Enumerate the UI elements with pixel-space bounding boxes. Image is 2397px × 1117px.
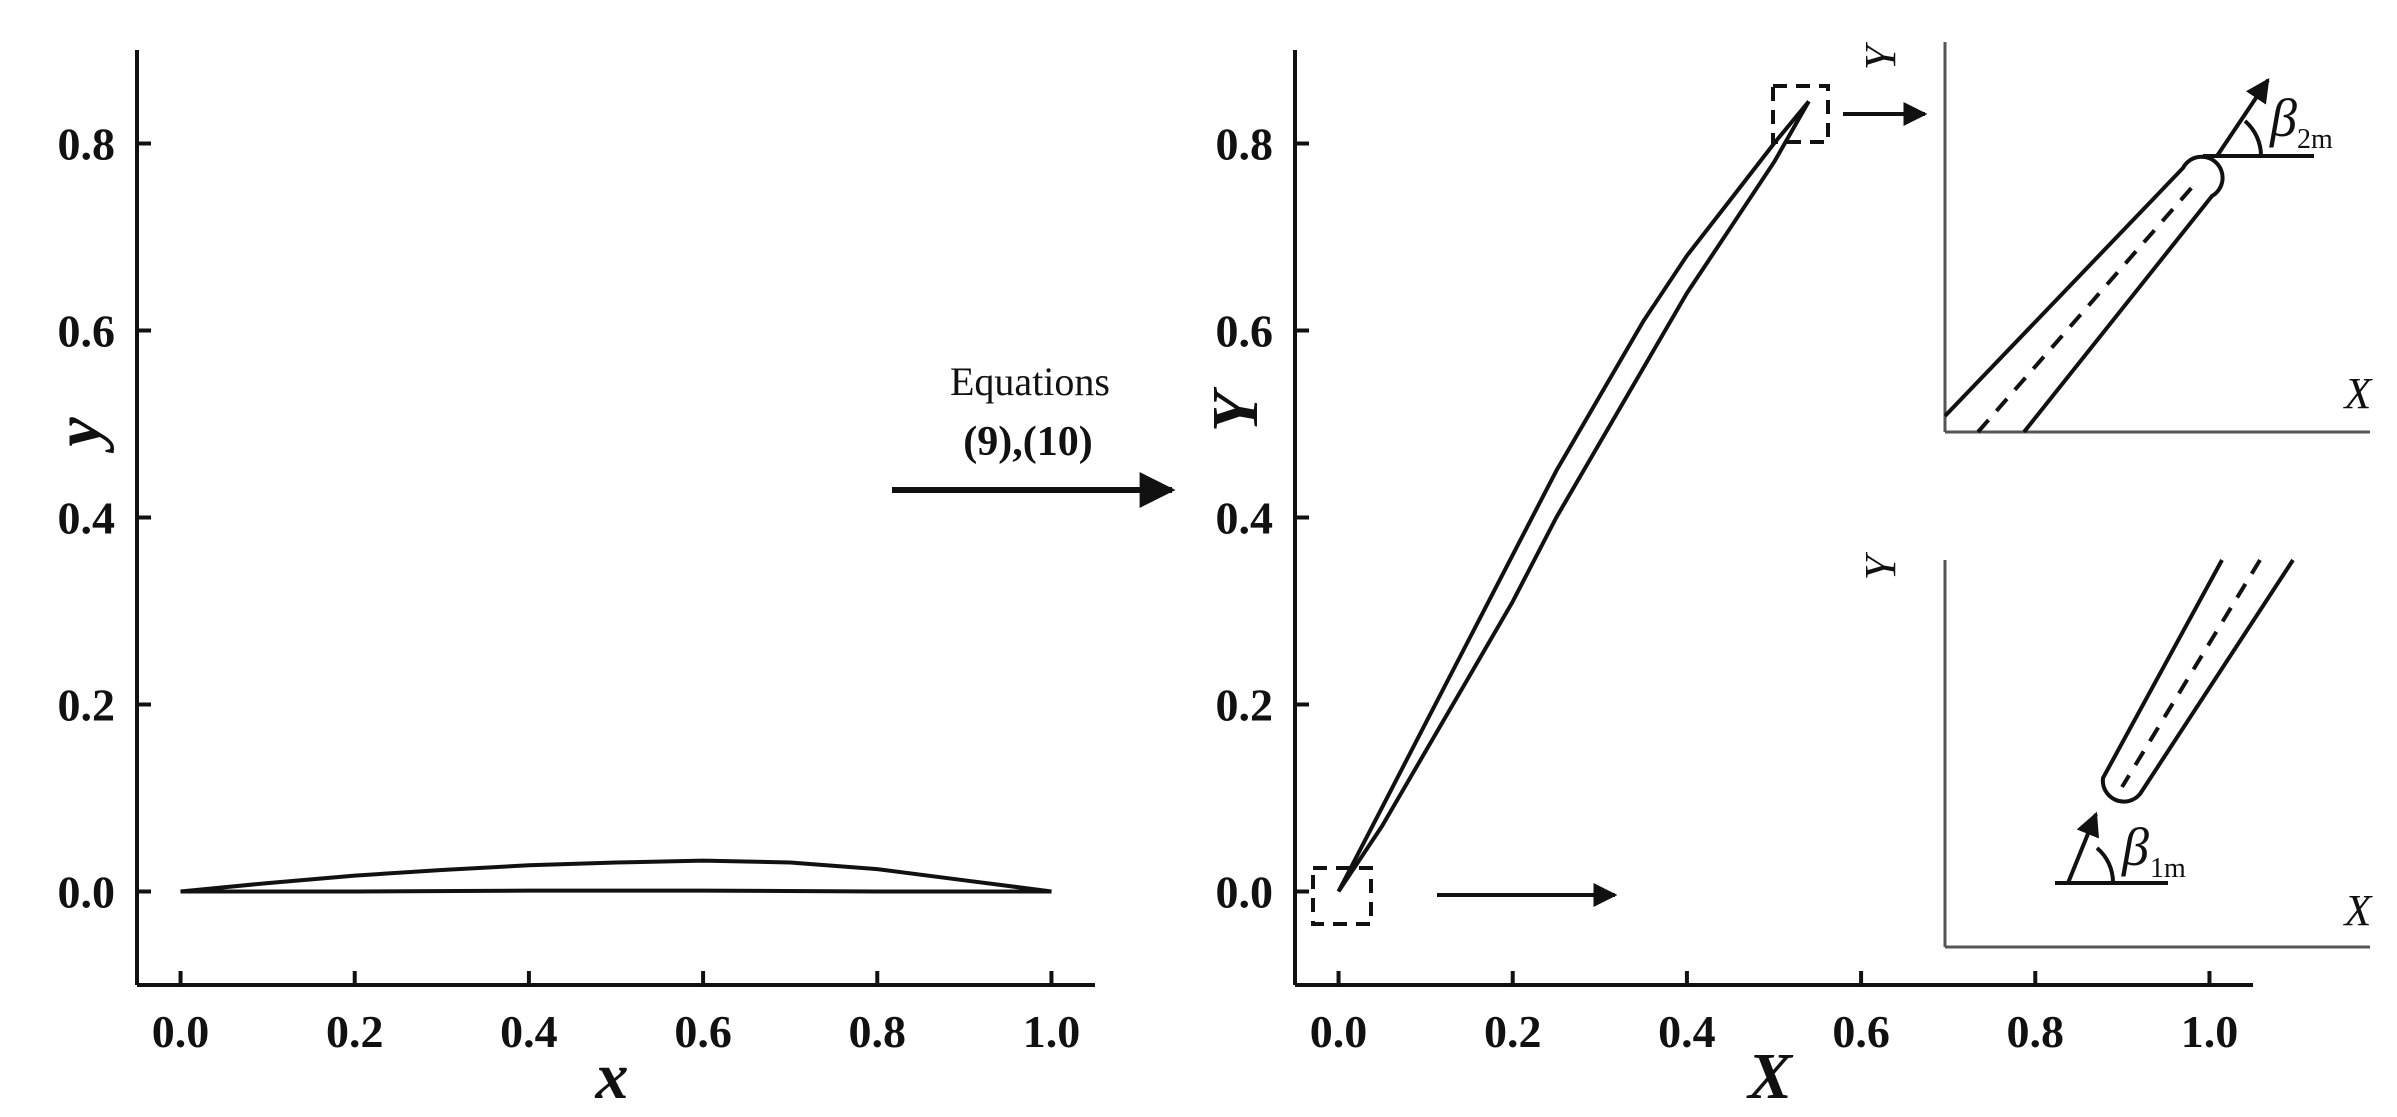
inset-bottom-camber-line [2120,558,2262,789]
transform-equations: (9),(10) [963,419,1092,465]
inset-trailing-edge: Y X β 2m [1856,41,2374,434]
right-y-tick-label: 0.4 [1216,493,1274,544]
left-y-tick-label: 0.8 [58,119,116,170]
inset-top-angle-arc [2243,119,2264,157]
transform-label: Equations [950,359,1110,404]
inset-top-camber-line [1976,183,2196,434]
left-y-tick-label: 0.0 [58,867,116,918]
inset-bottom-angle-arc [2095,846,2116,884]
inset-top-angle-subscript: 2m [2297,124,2333,155]
leading-edge-highlight-box [1311,866,1373,926]
right-y-tick-label: 0.6 [1216,306,1274,357]
left-x-tick-label: 0.4 [500,1006,558,1057]
right-series-line-1 [1336,100,1811,893]
right-y-axis-label: Y [1199,386,1272,432]
right-series-line-2 [1336,100,1811,893]
right-y-tick-label: 0.0 [1216,867,1274,918]
left-x-tick-label: 0.0 [152,1006,210,1057]
inset-bottom-blade-outline [2100,558,2295,804]
right-ticks: 0.0 0.2 0.4 0.6 0.8 1.0 0.0 0.2 0.4 0.6 0.8 [1216,119,2239,1058]
left-chart: 0.0 0.2 0.4 0.6 0.8 1.0 0.0 0.2 0.4 0.6 0.8 x y [42,50,1095,1113]
right-x-axis-label: X [1746,1040,1794,1113]
inset-bottom-angle-direction-arrow [2066,811,2099,884]
right-y-tick-label: 0.2 [1216,680,1274,731]
inset-leading-edge: Y X β 1m [1856,551,2374,949]
right-x-tick-label: 0.2 [1484,1006,1542,1057]
left-y-tick-label: 0.4 [58,493,116,544]
left-x-tick-label: 1.0 [1023,1006,1081,1057]
inset-top-angle-direction-arrow [2215,78,2270,158]
trailing-edge-highlight-box [1771,84,1830,144]
left-ticks: 0.0 0.2 0.4 0.6 0.8 1.0 0.0 0.2 0.4 0.6 0.8 [58,119,1081,1058]
left-series [180,858,1052,894]
right-x-tick-label: 0.8 [2007,1006,2065,1057]
right-x-tick-label: 0.0 [1310,1006,1368,1057]
right-chart: 0.0 0.2 0.4 0.6 0.8 1.0 0.0 0.2 0.4 0.6 0.8 X Y [1199,50,2253,1113]
inset-bottom-y-label: Y [1856,551,1905,580]
right-series [1336,100,1811,893]
left-x-tick-label: 0.6 [674,1006,732,1057]
left-x-axis-label: x [595,1040,629,1113]
right-x-tick-label: 0.4 [1658,1006,1716,1057]
right-x-tick-label: 1.0 [2181,1006,2239,1057]
left-series-line-1 [180,858,1052,894]
transform-annotation: Equations (9),(10) [892,359,1176,508]
left-y-tick-label: 0.2 [58,680,116,731]
left-series-line-2 [180,888,1052,894]
right-y-tick-label: 0.8 [1216,119,1274,170]
inset-bottom-x-label: X [2343,886,2374,935]
left-x-tick-label: 0.8 [849,1006,907,1057]
inset-bottom-angle-label: β [2121,817,2149,877]
left-x-tick-label: 0.2 [326,1006,384,1057]
left-y-tick-label: 0.6 [58,306,116,357]
inset-bottom-angle-subscript: 1m [2150,853,2186,884]
inset-top-y-label: Y [1856,41,1905,70]
inset-top-x-label: X [2343,369,2374,418]
left-y-axis-label: y [42,417,115,454]
inset-top-angle-label: β [2269,88,2297,148]
inset-top-blade-outline [1943,154,2225,434]
right-x-tick-label: 0.6 [1832,1006,1890,1057]
